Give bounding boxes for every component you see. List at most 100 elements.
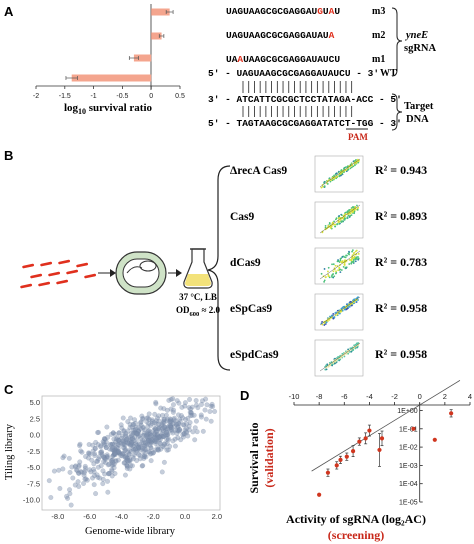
panel-c-scatter: -8.0 -6.0 -4.0 -2.0 0.0 2.0 5.0 2.5 0.0 -2.5 -5.0… (23, 395, 222, 521)
c-point (156, 424, 162, 430)
c-point (182, 400, 188, 406)
c-point (121, 440, 127, 446)
c-point (188, 412, 193, 418)
label-m1: m1 (372, 54, 385, 65)
thumb-point (337, 359, 340, 362)
thumb-point (335, 270, 337, 273)
thumb-point (351, 211, 354, 214)
correlation-plot-thumb (314, 247, 364, 285)
thumb-point (323, 280, 326, 283)
c-point (97, 475, 103, 481)
c-point (48, 495, 54, 500)
a-tick-label: -1.5 (59, 93, 71, 100)
c-point (171, 402, 176, 408)
c-point (122, 433, 128, 439)
thumb-point (334, 312, 337, 314)
flask-culture (185, 274, 211, 286)
d-point (432, 437, 437, 442)
c-point (68, 502, 74, 508)
thumb-point (340, 171, 343, 174)
c-point (174, 398, 180, 404)
bacterium-rod (76, 262, 89, 268)
c-point (164, 447, 170, 453)
thumb-point (334, 225, 337, 228)
d-points (311, 380, 461, 497)
thumb-point (337, 260, 340, 263)
c-point (46, 478, 52, 484)
thumb-point (343, 218, 346, 221)
thumb-point (320, 272, 323, 275)
thumb-point (352, 253, 355, 255)
c-point (169, 428, 175, 434)
c-point (212, 408, 218, 414)
c-point (105, 434, 111, 440)
thumb-point (336, 223, 338, 226)
thumb-point (349, 347, 352, 350)
thumb-point (327, 275, 330, 277)
c-point (165, 437, 171, 443)
c-point (81, 481, 87, 486)
d-point (377, 447, 382, 453)
thumb-point (323, 279, 326, 282)
bacterium-rod (40, 261, 53, 267)
label-m3: m3 (372, 6, 385, 17)
c-point (170, 396, 176, 402)
c-point (134, 431, 140, 437)
thumb-point (337, 171, 340, 174)
c-point (73, 463, 79, 469)
c-point (167, 419, 173, 425)
c-point (138, 445, 144, 451)
d-fit-line (311, 380, 461, 472)
c-point (123, 437, 129, 442)
thumb-point (348, 263, 351, 265)
c-point (162, 441, 167, 447)
d-x-tick-label: -8 (316, 392, 323, 401)
d-x-tick-label: -2 (391, 392, 398, 401)
c-point (78, 448, 84, 454)
c-point (108, 431, 114, 437)
c-point (194, 429, 200, 435)
r-squared: R² = 0.958 (375, 301, 427, 315)
c-point (105, 478, 110, 484)
thumb-point (335, 176, 338, 178)
a-tick-label: -2 (33, 93, 39, 100)
c-point (165, 435, 171, 441)
c-point (104, 454, 110, 460)
thumb-point (338, 269, 341, 271)
r-squared: R² = 0.783 (375, 255, 427, 269)
c-point (161, 433, 167, 439)
thumb-point (344, 256, 346, 259)
thumb-point (340, 261, 343, 264)
thumb-point (355, 256, 358, 259)
c-point (203, 416, 209, 422)
thumb-point (333, 316, 336, 319)
c-point (113, 436, 119, 442)
c-point (98, 463, 104, 469)
thumb-point (353, 344, 356, 347)
c-point (131, 438, 137, 444)
base-pair-lines (242, 81, 353, 117)
d-x-axis-label-2: (screening) (328, 528, 384, 542)
d-y-tick-label: 1E-02 (399, 445, 418, 452)
c-point (145, 415, 151, 421)
c-point (125, 458, 131, 464)
thumb-point (357, 161, 360, 164)
thumb-point (349, 259, 352, 261)
c-point (138, 436, 143, 442)
seq-m3: UAGUAAGCGCGAGGAUGUAU (226, 6, 340, 17)
thumb-point (332, 263, 335, 266)
thumb-point (339, 356, 342, 359)
c-point (162, 425, 167, 431)
c-point (175, 412, 181, 418)
c-point (137, 456, 143, 462)
r-squared: R² = 0.943 (375, 163, 427, 177)
d-x-tick-label: 2 (443, 392, 447, 401)
c-point (146, 411, 152, 417)
thumb-point (337, 269, 340, 272)
c-point (122, 446, 128, 452)
c-point (106, 471, 112, 477)
thumb-point (349, 212, 352, 215)
bacterium-rod (38, 281, 51, 287)
a-tick-label: -0.5 (116, 93, 128, 100)
thumb-point (331, 179, 334, 182)
